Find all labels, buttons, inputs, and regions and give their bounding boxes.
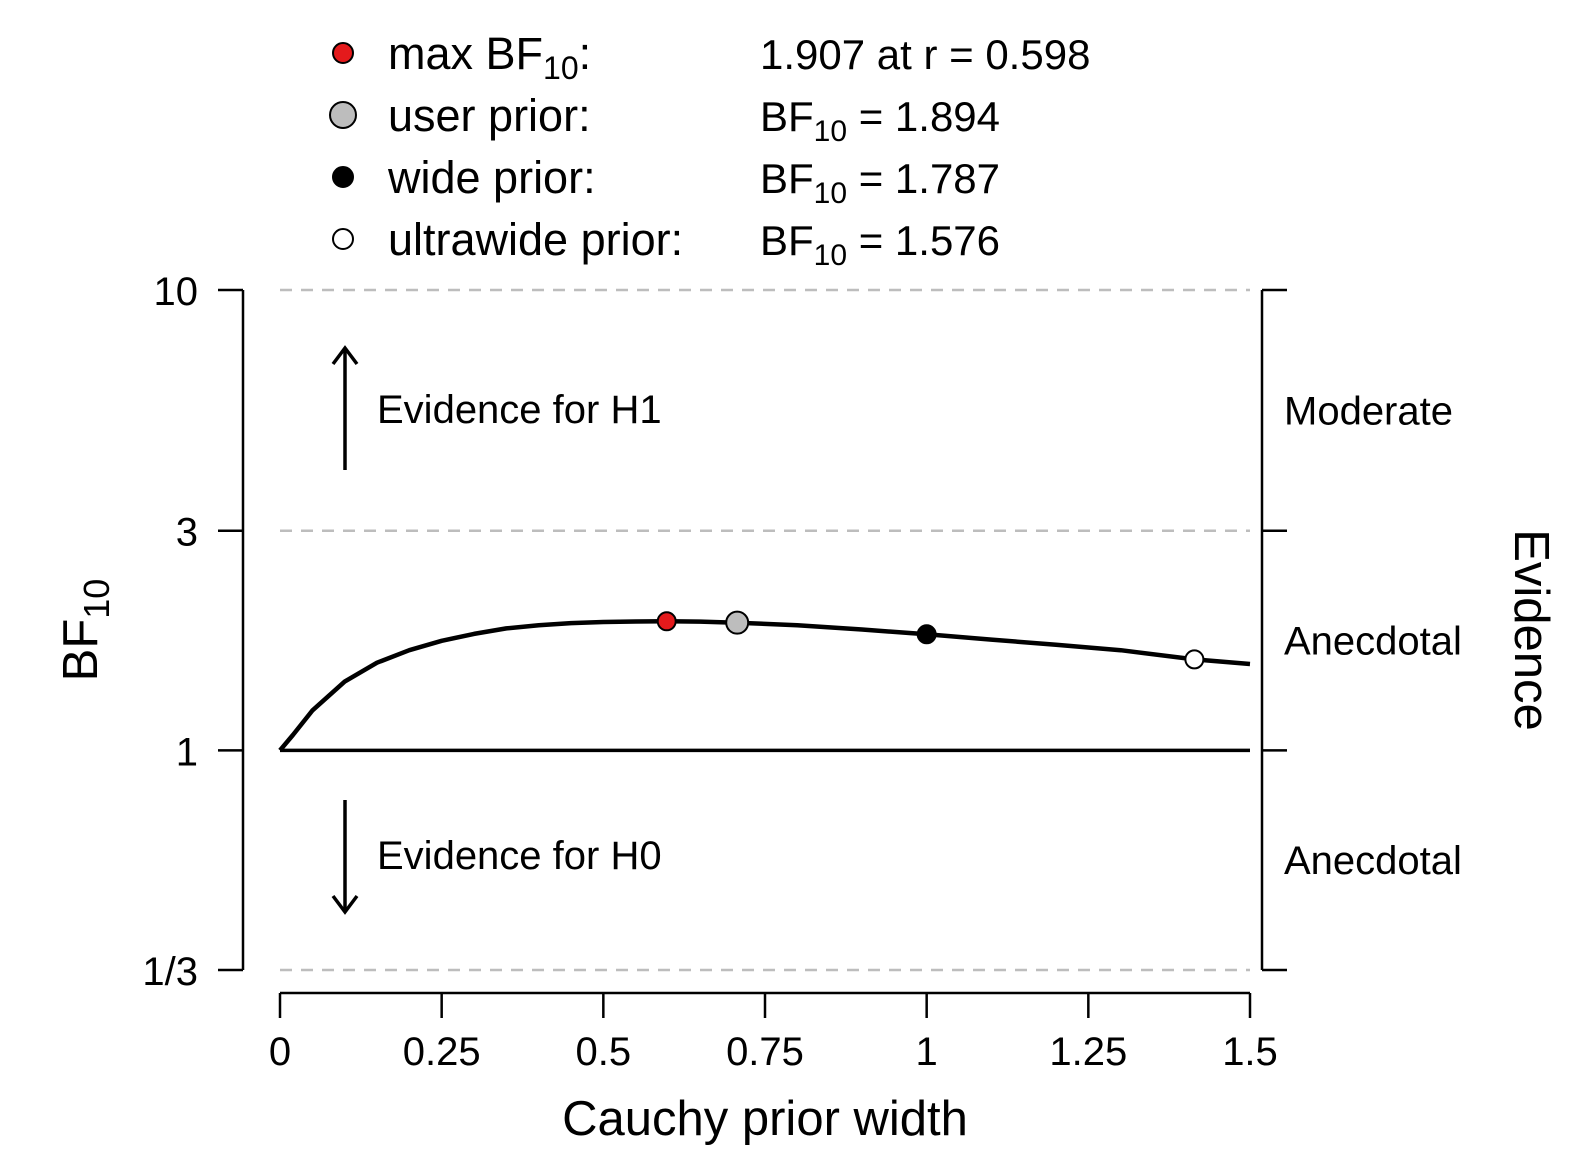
legend-value-sub: 10 [814,177,847,210]
bf-point [656,611,677,632]
legend-value-text: = 1.576 [847,217,1000,264]
bf-point [1184,649,1205,670]
evidence-band-label: Anecdotal [1284,620,1462,664]
x-tick-label: 0 [269,1030,291,1074]
y-tick-label: 1/3 [142,950,198,994]
x-tick-label: 1 [916,1030,938,1074]
plot-area [278,610,1251,753]
evidence-h0-label: Evidence for H0 [377,834,662,878]
y-axis-title-sub: 10 [76,579,117,619]
legend-marker [332,42,354,64]
arrow-down-head [331,894,359,915]
legend-marker [332,166,354,188]
bf-curve [278,619,1251,752]
axes: 1/3 1 3 10 Moderate Anecdotal Anecdotal 0 0.25 0.… [54,270,1558,1146]
legend-value: 1.907 at r = 0.598 [760,31,1090,78]
legend-value-sub: 10 [814,239,847,272]
bf-point [725,610,750,635]
bf-point [916,624,937,645]
y-tick-label: 3 [176,511,198,555]
legend-label: ultrawide prior: [388,214,683,265]
legend-value: BF10 = 1.787 [760,155,1000,210]
x-tick-label: 1.5 [1222,1030,1278,1074]
y-tick-label: 1 [176,730,198,774]
legend-value: BF10 = 1.576 [760,217,1000,272]
x-tick-label: 0.25 [403,1030,481,1074]
y-axis-title: BF10 [54,579,117,682]
legend-value: BF10 = 1.894 [760,93,1000,148]
x-tick-label: 1.25 [1049,1030,1127,1074]
dashed-reference-lines [280,288,1250,972]
legend-value-text: = 1.894 [847,93,1000,140]
x-axis-title: Cauchy prior width [562,1092,968,1146]
legend-value-text: = 1.787 [847,155,1000,202]
legend-value-sub: 10 [814,115,847,148]
legend: max BF10: 1.907 at r = 0.598 user prior: BF… [329,28,1090,272]
legend-label: max BF10: [388,28,591,86]
legend-label-sub: 10 [543,50,579,86]
right-axis-title-text: Evidence [1504,529,1558,731]
y-tick-label: 10 [154,270,199,314]
evidence-annotations: Evidence for H1 Evidence for H0 [331,345,662,915]
evidence-band-label: Anecdotal [1284,839,1462,883]
x-tick-label: 0.75 [726,1030,804,1074]
legend-label: wide prior: [387,152,596,203]
y-axis-title-text: BF10 [54,579,117,682]
right-axis-title: Evidence [1504,529,1558,731]
x-tick-label: 0.5 [576,1030,632,1074]
legend-marker [332,228,354,250]
legend-label-suffix: : [579,28,592,79]
legend-label: user prior: [388,90,591,141]
arrow-up-head [331,345,359,366]
evidence-h1-label: Evidence for H1 [377,388,662,432]
evidence-band-label: Moderate [1284,389,1453,433]
legend-marker [329,101,357,129]
